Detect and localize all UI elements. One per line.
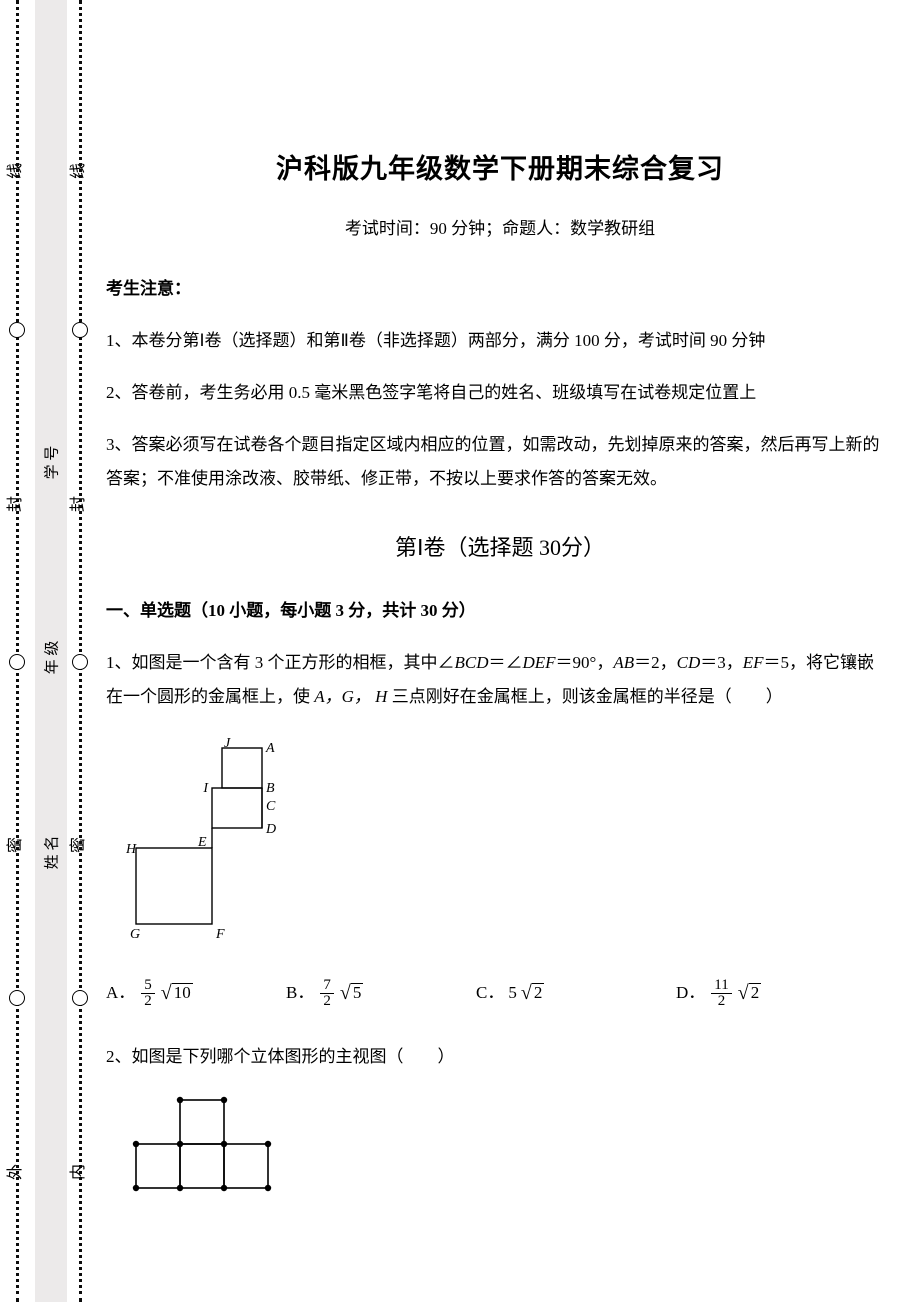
q1-eq1: ＝∠ bbox=[489, 653, 523, 672]
q1-l2b: 三点刚好在金属框上，则该金属框的半径是（ ） bbox=[387, 687, 782, 706]
fig1-lbl-G: G bbox=[130, 927, 140, 938]
dotted-line-outer bbox=[16, 0, 19, 1302]
fraction: 72 bbox=[320, 978, 334, 1009]
radical: √10 bbox=[161, 983, 193, 1003]
q1-ang2: DEF bbox=[523, 653, 556, 672]
figure-2 bbox=[126, 1092, 894, 1202]
q1-ef: EF bbox=[743, 653, 764, 672]
fig1-lbl-C: C bbox=[266, 799, 276, 814]
notice-2: 2、答卷前，考生务必用 0.5 毫米黑色签字笔将自己的姓名、班级填写在试卷规定位… bbox=[106, 376, 894, 410]
figure-1: J A I B C D H E G F bbox=[126, 738, 894, 938]
exam-subtitle: 考试时间：90 分钟；命题人：数学教研组 bbox=[106, 212, 894, 246]
fraction: 112 bbox=[711, 978, 731, 1009]
q1-efv: ＝5，将它镶嵌 bbox=[764, 653, 875, 672]
gutter-inner-char: 内 bbox=[71, 1164, 87, 1180]
fig1-lbl-F: F bbox=[215, 927, 225, 938]
binding-circle bbox=[72, 322, 88, 338]
q1-ab: AB bbox=[613, 653, 634, 672]
gutter-field-id: 学 号 bbox=[45, 446, 60, 480]
opt-tag: D． bbox=[676, 976, 705, 1010]
notice-1: 1、本卷分第Ⅰ卷（选择题）和第Ⅱ卷（非选择题）两部分，满分 100 分，考试时间… bbox=[106, 324, 894, 358]
q1-l2a: 在一个圆形的金属框上，使 bbox=[106, 687, 314, 706]
notice-3: 3、答案必须写在试卷各个题目指定区域内相应的位置，如需改动，先划掉原来的答案，然… bbox=[106, 428, 894, 496]
q1-abv: ＝2， bbox=[634, 653, 677, 672]
question-1: 1、如图是一个含有 3 个正方形的相框，其中∠BCD＝∠DEF＝90°，AB＝2… bbox=[106, 646, 894, 714]
gutter-field-grade: 年 级 bbox=[45, 641, 60, 675]
section-1-title: 第Ⅰ卷（选择题 30分） bbox=[106, 526, 894, 570]
q1-eq2: ＝90°， bbox=[556, 653, 614, 672]
gutter-outer-char: 线 bbox=[8, 163, 24, 179]
fig1-lbl-I: I bbox=[202, 781, 209, 796]
q1-opt-d: D． 112 √2 bbox=[676, 976, 761, 1010]
exam-title: 沪科版九年级数学下册期末综合复习 bbox=[106, 142, 894, 196]
q1-opt-a: A． 52 √10 bbox=[106, 976, 286, 1010]
q1-ang1: BCD bbox=[455, 653, 489, 672]
q1-options: A． 52 √10 B． 72 √5 C． 5 √2 D． 112 √2 bbox=[106, 976, 894, 1010]
gutter-inner bbox=[67, 0, 97, 1302]
q1-opt-b: B． 72 √5 bbox=[286, 976, 476, 1010]
q1-cdv: ＝3， bbox=[700, 653, 743, 672]
notice-label: 考生注意： bbox=[106, 272, 894, 306]
gutter-outer-char: 外 bbox=[8, 1164, 24, 1180]
fig1-lbl-A: A bbox=[265, 741, 275, 756]
binding-circle bbox=[72, 654, 88, 670]
q1-pts: A，G， H bbox=[314, 687, 387, 706]
opt-tag: B． bbox=[286, 976, 314, 1010]
gutter-inner-char: 线 bbox=[71, 163, 87, 179]
radical: √2 bbox=[738, 983, 761, 1003]
opt-tag: A． bbox=[106, 976, 135, 1010]
opt-tag: C． bbox=[476, 976, 504, 1010]
binding-circle bbox=[72, 990, 88, 1006]
gutter-inner-char: 密 bbox=[71, 837, 87, 853]
q1-opt-c: C． 5 √2 bbox=[476, 976, 676, 1010]
dotted-line-inner bbox=[79, 0, 82, 1302]
fig1-lbl-D: D bbox=[265, 822, 276, 837]
fig1-lbl-B: B bbox=[266, 781, 275, 796]
binding-circle bbox=[9, 990, 25, 1006]
question-2: 2、如图是下列哪个立体图形的主视图（ ） bbox=[106, 1040, 894, 1074]
fig1-lbl-J: J bbox=[224, 738, 231, 751]
radical: √2 bbox=[521, 983, 544, 1003]
fraction: 52 bbox=[141, 978, 155, 1009]
q1-cd: CD bbox=[677, 653, 701, 672]
gutter-outer-char: 密 bbox=[8, 837, 24, 853]
page: 线 封 密 外 线 封 密 内 学 号 年 级 姓 名 沪科版九年级数学下册期末… bbox=[0, 0, 920, 1302]
fig1-lbl-H: H bbox=[126, 842, 137, 857]
gutter-inner-char: 封 bbox=[71, 496, 87, 512]
binding-circle bbox=[9, 654, 25, 670]
coef: 5 bbox=[508, 976, 517, 1010]
q1-text: 1、如图是一个含有 3 个正方形的相框，其中∠ bbox=[106, 653, 455, 672]
gutter-outer-char: 封 bbox=[8, 496, 24, 512]
mcq-heading: 一、单选题（10 小题，每小题 3 分，共计 30 分） bbox=[106, 594, 894, 628]
gutter-field-name: 姓 名 bbox=[45, 836, 60, 870]
exam-content: 沪科版九年级数学下册期末综合复习 考试时间：90 分钟；命题人：数学教研组 考生… bbox=[100, 0, 900, 1202]
fig1-lbl-E: E bbox=[197, 835, 207, 850]
binding-circle bbox=[9, 322, 25, 338]
radical: √5 bbox=[340, 983, 363, 1003]
